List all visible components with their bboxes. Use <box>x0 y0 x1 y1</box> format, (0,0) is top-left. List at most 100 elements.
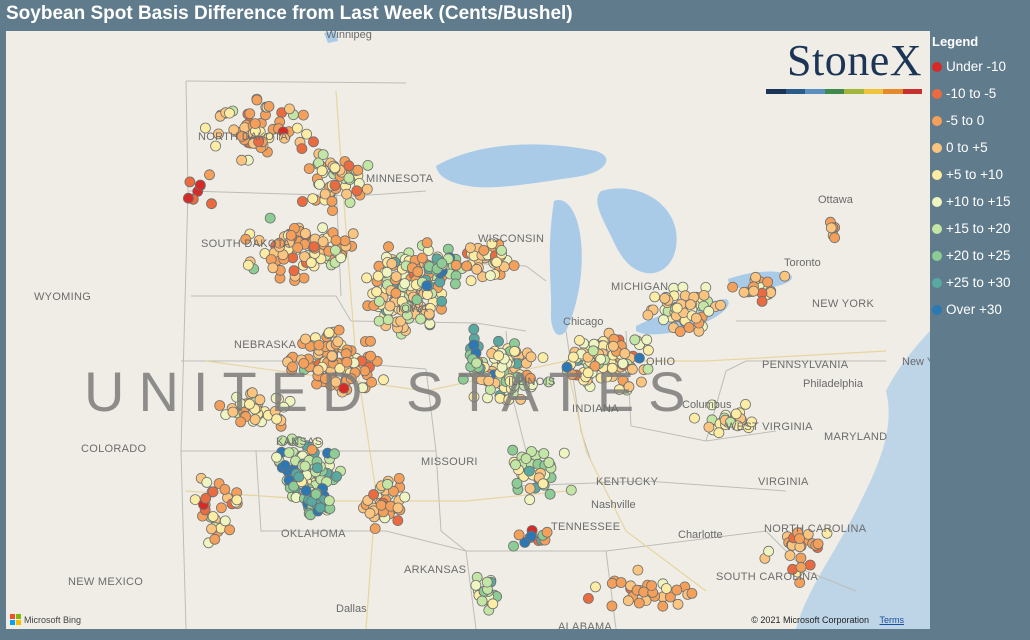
basis-location-marker[interactable] <box>689 412 700 424</box>
basis-location-marker[interactable] <box>375 499 387 511</box>
basis-location-marker[interactable] <box>240 233 252 245</box>
basis-location-marker[interactable] <box>236 154 248 166</box>
legend-item[interactable]: +20 to +25 <box>930 242 1030 269</box>
basis-location-marker[interactable] <box>327 205 338 217</box>
basis-location-marker[interactable] <box>464 242 476 254</box>
basis-location-marker[interactable] <box>214 400 226 411</box>
legend-item[interactable]: +10 to +15 <box>930 188 1030 215</box>
basis-location-marker[interactable] <box>287 361 298 373</box>
basis-location-marker[interactable] <box>373 315 385 327</box>
basis-location-marker[interactable] <box>671 584 683 596</box>
basis-location-marker[interactable] <box>317 236 329 248</box>
basis-location-marker[interactable] <box>690 312 702 324</box>
basis-location-marker[interactable] <box>341 188 353 200</box>
basis-location-marker[interactable] <box>794 533 805 545</box>
basis-location-marker[interactable] <box>264 212 276 224</box>
basis-location-marker[interactable] <box>242 259 254 271</box>
basis-location-marker[interactable] <box>291 122 303 134</box>
basis-location-marker[interactable] <box>509 345 521 357</box>
basis-location-marker[interactable] <box>298 357 310 369</box>
basis-location-marker[interactable] <box>236 130 248 142</box>
basis-location-marker[interactable] <box>392 502 404 514</box>
basis-location-marker[interactable] <box>279 460 291 471</box>
basis-location-marker[interactable] <box>343 172 355 184</box>
basis-location-marker[interactable] <box>794 577 806 588</box>
basis-location-marker[interactable] <box>476 595 488 607</box>
basis-location-marker[interactable] <box>213 128 224 140</box>
basis-location-marker[interactable] <box>399 491 411 503</box>
basis-location-marker[interactable] <box>338 382 350 394</box>
basis-location-marker[interactable] <box>299 251 310 263</box>
basis-location-marker[interactable] <box>526 446 537 457</box>
basis-location-marker[interactable] <box>224 524 236 536</box>
basis-location-marker[interactable] <box>249 118 261 129</box>
basis-location-marker[interactable] <box>300 485 312 497</box>
basis-location-marker[interactable] <box>308 136 319 148</box>
basis-location-marker[interactable] <box>329 448 340 460</box>
basis-location-marker[interactable] <box>343 160 355 172</box>
basis-location-marker[interactable] <box>483 375 495 387</box>
basis-location-marker[interactable] <box>227 406 239 418</box>
basis-location-marker[interactable] <box>756 295 768 307</box>
basis-location-marker[interactable] <box>627 363 638 375</box>
basis-location-marker[interactable] <box>335 252 347 264</box>
basis-location-marker[interactable] <box>457 373 469 385</box>
legend-item[interactable]: +25 to +30 <box>930 269 1030 296</box>
basis-location-marker[interactable] <box>199 122 211 134</box>
basis-location-marker[interactable] <box>566 369 578 380</box>
basis-location-marker[interactable] <box>235 416 247 428</box>
basis-location-marker[interactable] <box>384 300 396 312</box>
basis-location-marker[interactable] <box>299 228 311 239</box>
basis-location-marker[interactable] <box>643 344 654 356</box>
basis-location-marker[interactable] <box>382 478 393 490</box>
terms-link[interactable]: Terms <box>879 615 905 625</box>
basis-location-marker[interactable] <box>471 263 483 275</box>
basis-location-marker[interactable] <box>278 401 290 413</box>
basis-location-marker[interactable] <box>312 364 324 376</box>
basis-location-marker[interactable] <box>574 334 585 346</box>
basis-location-marker[interactable] <box>330 234 342 246</box>
basis-location-marker[interactable] <box>296 196 308 207</box>
basis-location-marker[interactable] <box>332 336 344 348</box>
basis-location-marker[interactable] <box>748 285 759 297</box>
basis-location-marker[interactable] <box>314 502 326 514</box>
basis-location-marker[interactable] <box>478 244 490 256</box>
basis-location-marker[interactable] <box>727 281 738 293</box>
basis-location-marker[interactable] <box>623 381 635 393</box>
basis-location-marker[interactable] <box>206 523 217 535</box>
basis-location-marker[interactable] <box>347 228 359 240</box>
basis-location-marker[interactable] <box>293 471 305 483</box>
legend-item[interactable]: Under -10 <box>930 53 1030 80</box>
basis-location-marker[interactable] <box>184 176 196 188</box>
basis-location-marker[interactable] <box>812 538 824 550</box>
basis-location-marker[interactable] <box>331 471 343 482</box>
basis-location-marker[interactable] <box>224 107 235 119</box>
basis-location-marker[interactable] <box>201 476 213 488</box>
basis-location-marker[interactable] <box>795 552 807 564</box>
basis-location-marker[interactable] <box>608 340 619 352</box>
basis-location-marker[interactable] <box>558 447 570 459</box>
basis-location-marker[interactable] <box>357 382 369 394</box>
basis-location-marker[interactable] <box>270 392 282 404</box>
basis-location-marker[interactable] <box>565 484 577 496</box>
basis-location-marker[interactable] <box>511 477 523 489</box>
basis-location-marker[interactable] <box>519 536 531 548</box>
basis-location-marker[interactable] <box>378 374 389 386</box>
basis-location-marker[interactable] <box>314 178 325 190</box>
basis-location-marker[interactable] <box>715 299 726 311</box>
basis-location-marker[interactable] <box>686 588 698 599</box>
basis-location-marker[interactable] <box>507 444 519 456</box>
basis-location-marker[interactable] <box>595 353 607 365</box>
basis-location-marker[interactable] <box>622 595 634 607</box>
basis-location-marker[interactable] <box>436 257 448 269</box>
legend-item[interactable]: +15 to +20 <box>930 215 1030 242</box>
basis-location-marker[interactable] <box>231 391 243 403</box>
basis-location-marker[interactable] <box>703 305 715 317</box>
basis-location-marker[interactable] <box>513 529 525 541</box>
basis-location-marker[interactable] <box>561 361 573 373</box>
basis-location-marker[interactable] <box>825 222 837 234</box>
basis-location-marker[interactable] <box>386 258 398 269</box>
basis-location-marker[interactable] <box>373 295 385 307</box>
basis-location-marker[interactable] <box>587 345 599 357</box>
basis-location-marker[interactable] <box>395 315 407 327</box>
